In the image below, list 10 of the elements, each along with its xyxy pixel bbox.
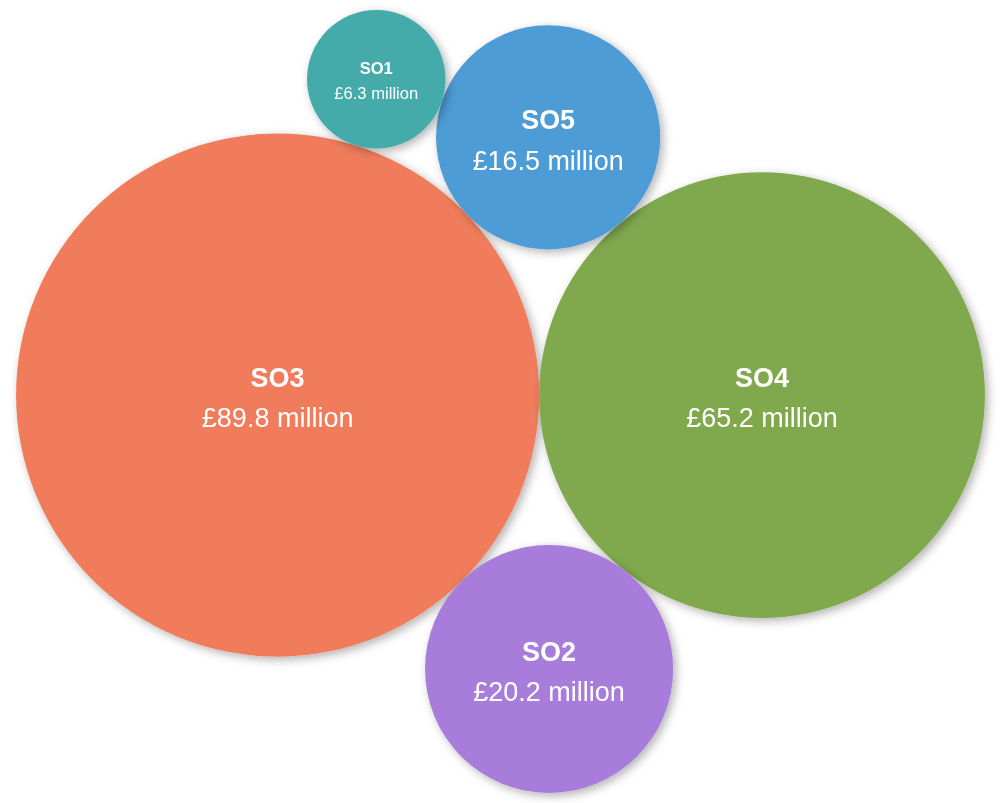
data-label: £89.8 million bbox=[201, 403, 354, 434]
data-label: £16.5 million bbox=[472, 145, 624, 176]
category-label: SO1 bbox=[359, 59, 393, 79]
data-label: £20.2 million bbox=[473, 677, 625, 708]
category-label: SO2 bbox=[522, 636, 577, 667]
category-label: SO4 bbox=[735, 362, 790, 393]
data-label: £65.2 million bbox=[686, 403, 838, 434]
data-label: £6.3 million bbox=[334, 84, 419, 104]
category-label: SO5 bbox=[521, 105, 576, 136]
category-label: SO3 bbox=[250, 362, 305, 393]
